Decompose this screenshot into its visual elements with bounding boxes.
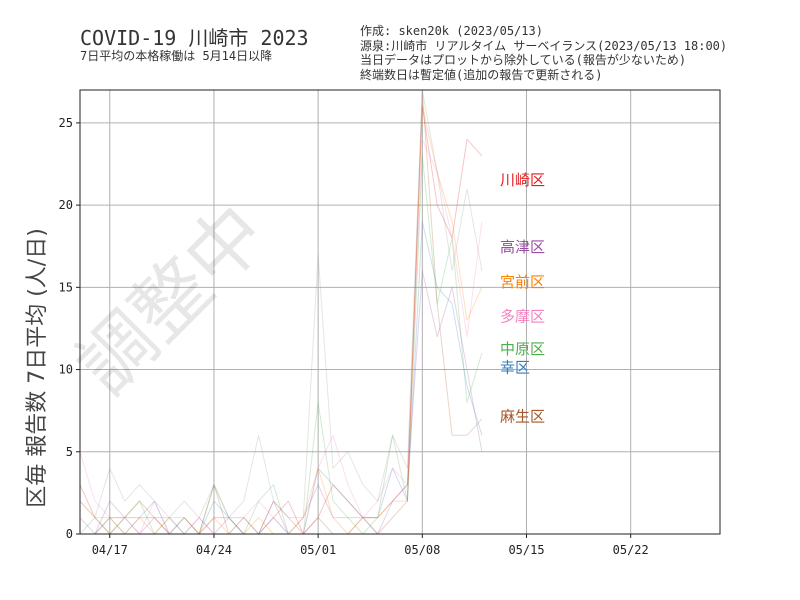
x-tick-label: 05/08 xyxy=(404,543,440,557)
series-line-0 xyxy=(79,105,483,535)
chart-title: COVID-19 川崎市 2023 xyxy=(80,26,309,50)
series-line-3 xyxy=(79,270,483,535)
series-line-2 xyxy=(79,155,483,535)
meta-author: 作成: sken20k (2023/05/13) xyxy=(360,24,543,38)
y-tick-label: 15 xyxy=(59,280,73,294)
x-tick-label: 05/22 xyxy=(613,543,649,557)
y-tick-label: 0 xyxy=(66,527,73,541)
x-tick-label: 05/01 xyxy=(300,543,336,557)
x-tick-label: 05/15 xyxy=(508,543,544,557)
direct-label: 宮前区 xyxy=(500,273,545,291)
x-axis: 04/17 04/24 05/01 05/08 05/15 05/22 xyxy=(92,534,649,557)
series-line-1 xyxy=(80,221,483,535)
x-tick-label: 04/24 xyxy=(196,543,232,557)
meta-notes: 作成: sken20k (2023/05/13) 源泉:川崎市 リアルタイム サ… xyxy=(360,24,727,82)
plot-frame xyxy=(79,89,721,535)
series-lines xyxy=(79,89,483,535)
y-tick-label: 10 xyxy=(59,363,73,377)
direct-label: 高津区 xyxy=(500,238,545,256)
direct-label: 中原区 xyxy=(500,340,545,358)
meta-source: 源泉:川崎市 リアルタイム サーベイランス(2023/05/13 18:00) xyxy=(360,38,728,53)
watermark: 調整中 xyxy=(59,187,283,411)
y-axis-label: 区毎 報告数 7日平均 (人/日) xyxy=(25,228,50,508)
direct-label: 麻生区 xyxy=(500,408,545,426)
y-tick-label: 20 xyxy=(59,198,73,212)
series-line-5 xyxy=(79,138,483,535)
direct-label: 幸区 xyxy=(500,358,530,376)
y-axis: 0 5 10 15 20 25 xyxy=(59,116,80,541)
direct-label: 川崎区 xyxy=(500,171,545,189)
direct-label: 多摩区 xyxy=(500,307,545,325)
chart-subtitle: 7日平均の本格稼働は 5月14日以降 xyxy=(80,49,273,63)
y-tick-label: 5 xyxy=(66,445,73,459)
series-line-7 xyxy=(79,89,483,519)
series-line-6 xyxy=(80,89,483,535)
grid xyxy=(80,90,720,534)
y-tick-label: 25 xyxy=(59,116,73,130)
meta-note-today: 当日データはプロットから除外している(報告が少ないため) xyxy=(360,53,687,67)
x-tick-label: 04/17 xyxy=(92,543,128,557)
meta-note-provisional: 終端数日は暫定値(追加の報告で更新される) xyxy=(360,67,603,82)
